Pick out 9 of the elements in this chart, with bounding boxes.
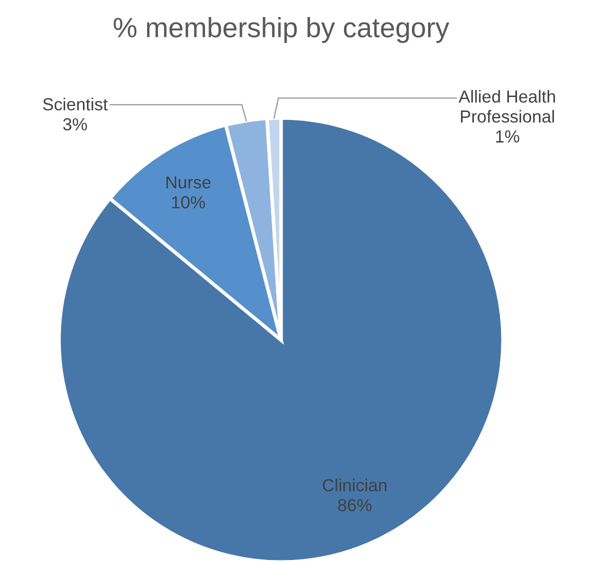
data-label: 1%: [496, 130, 520, 143]
slice-label: Nurse: [166, 176, 211, 188]
slice-label: Clinician: [322, 478, 386, 492]
data-label: 10%: [172, 196, 205, 208]
slice-label: Allied Health Professional: [458, 90, 555, 123]
slice-label: Scientist: [43, 98, 108, 110]
data-label: 3%: [63, 118, 87, 130]
chart-title: % membership by category: [114, 17, 450, 43]
data-label: 86%: [338, 499, 372, 512]
